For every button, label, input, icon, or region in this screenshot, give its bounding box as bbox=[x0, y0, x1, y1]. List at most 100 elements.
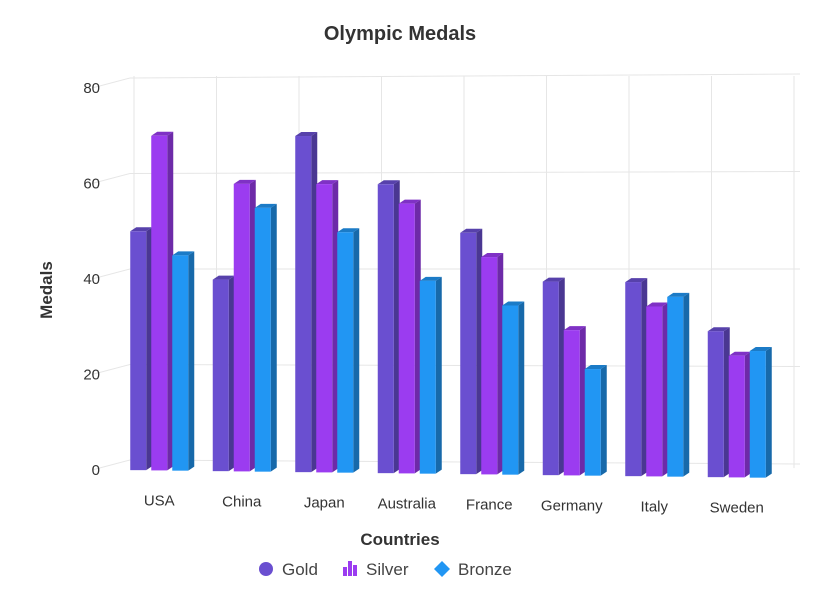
bar-top-face bbox=[254, 203, 277, 208]
gridline-depth-4 bbox=[91, 77, 131, 89]
gridline-depth-0 bbox=[91, 459, 131, 471]
gridline-depth-1 bbox=[91, 364, 131, 375]
bar-gold-italy bbox=[625, 278, 648, 477]
x-tick-label: France bbox=[466, 497, 513, 514]
bar-front-face bbox=[542, 281, 559, 476]
bar-front-face bbox=[212, 279, 229, 472]
legend: Gold Silver Bronze bbox=[259, 560, 512, 579]
bar-silver-france bbox=[481, 253, 504, 475]
bars-layer bbox=[130, 131, 772, 478]
bar-top-face bbox=[337, 228, 360, 233]
bar-side-face bbox=[558, 277, 565, 476]
x-tick-label: USA bbox=[144, 493, 175, 510]
grid-layer bbox=[91, 73, 801, 471]
bar-front-face bbox=[728, 355, 745, 478]
bar-silver-germany bbox=[563, 326, 586, 476]
bar-silver-italy bbox=[646, 302, 669, 477]
bar-side-face bbox=[579, 326, 586, 476]
bar-front-face bbox=[295, 136, 312, 473]
bar-side-face bbox=[270, 203, 277, 472]
y-tick-label: 60 bbox=[83, 176, 100, 193]
bar-front-face bbox=[254, 207, 271, 472]
bar-side-face bbox=[641, 278, 648, 477]
bar-front-face bbox=[398, 203, 415, 474]
bar-front-face bbox=[233, 183, 250, 472]
y-tick-label: 0 bbox=[92, 462, 100, 479]
bar-gold-usa bbox=[130, 227, 153, 471]
bar-front-face bbox=[667, 296, 684, 477]
gridline-h-4 bbox=[129, 73, 801, 79]
bar-top-face bbox=[481, 253, 504, 258]
bar-top-face bbox=[728, 351, 751, 356]
bar-front-face bbox=[646, 306, 663, 477]
legend-item-gold[interactable]: Gold bbox=[259, 560, 318, 579]
bar-front-face bbox=[130, 231, 147, 471]
bar-front-face bbox=[337, 232, 354, 473]
bar-front-face bbox=[316, 184, 333, 473]
x-tick-label: China bbox=[222, 494, 262, 511]
gridline-h-3 bbox=[129, 171, 801, 174]
bar-bronze-australia bbox=[419, 276, 442, 474]
bar-bronze-france bbox=[502, 301, 525, 475]
bar-side-face bbox=[723, 327, 730, 478]
bar-top-face bbox=[460, 228, 483, 233]
bar-top-face bbox=[233, 179, 256, 184]
bar-side-face bbox=[744, 351, 751, 478]
bar-gold-germany bbox=[542, 277, 565, 476]
legend-item-silver[interactable]: Silver bbox=[343, 560, 409, 579]
bar-side-face bbox=[332, 180, 339, 473]
bar-front-face bbox=[707, 331, 724, 478]
bar-top-face bbox=[646, 302, 669, 307]
bar-front-face bbox=[419, 280, 436, 474]
x-tick-label: Italy bbox=[640, 499, 668, 516]
bar-side-face bbox=[600, 365, 607, 476]
bar-silver-china bbox=[233, 179, 256, 472]
y-tick-label: 80 bbox=[83, 80, 100, 97]
bar-front-face bbox=[172, 255, 189, 471]
bar-side-face bbox=[249, 179, 256, 472]
labels-layer: 0 20 40 60 80 USA China Japan Australia France Ger… bbox=[83, 80, 764, 517]
bar-front-face bbox=[377, 184, 394, 474]
bar-side-face bbox=[393, 180, 400, 474]
bar-side-face bbox=[435, 276, 442, 474]
legend-item-bronze[interactable]: Bronze bbox=[434, 560, 512, 579]
bar-top-face bbox=[151, 131, 174, 136]
bar-front-face bbox=[563, 330, 580, 476]
bar-front-face bbox=[502, 305, 519, 475]
bar-front-face bbox=[481, 257, 498, 475]
bar-gold-australia bbox=[377, 180, 400, 474]
x-tick-label: Germany bbox=[541, 498, 603, 515]
bar-silver-japan bbox=[316, 180, 339, 473]
bar-bronze-italy bbox=[667, 292, 690, 477]
bar-front-face bbox=[151, 135, 168, 471]
bar-top-face bbox=[667, 292, 690, 297]
bar-side-face bbox=[662, 302, 669, 477]
bar-silver-usa bbox=[151, 131, 174, 471]
bar-front-face bbox=[625, 282, 642, 477]
bar-top-face bbox=[212, 275, 235, 280]
bar-top-face bbox=[130, 227, 153, 232]
bar-side-face bbox=[518, 301, 525, 475]
bar-top-face bbox=[749, 347, 772, 352]
bar-side-face bbox=[497, 253, 504, 475]
bar-side-face bbox=[146, 227, 153, 471]
bar-gold-sweden bbox=[707, 327, 730, 478]
bar-side-face bbox=[353, 228, 360, 473]
gridline-depth-3 bbox=[91, 173, 131, 184]
bar-silver-australia bbox=[398, 199, 421, 474]
bar-top-face bbox=[295, 132, 318, 137]
bar-gold-japan bbox=[295, 132, 318, 473]
x-tick-label: Australia bbox=[378, 496, 437, 513]
bar-side-face bbox=[188, 251, 195, 471]
bar-gold-china bbox=[212, 275, 235, 472]
legend-circle-icon bbox=[259, 562, 273, 576]
legend-bars-icon bbox=[343, 561, 357, 576]
bar-top-face bbox=[398, 199, 421, 204]
bar-top-face bbox=[563, 326, 586, 331]
bar-gold-france bbox=[460, 228, 483, 475]
bar-front-face bbox=[460, 232, 477, 475]
bar-side-face bbox=[167, 131, 174, 471]
y-axis-title: Medals bbox=[37, 261, 56, 319]
